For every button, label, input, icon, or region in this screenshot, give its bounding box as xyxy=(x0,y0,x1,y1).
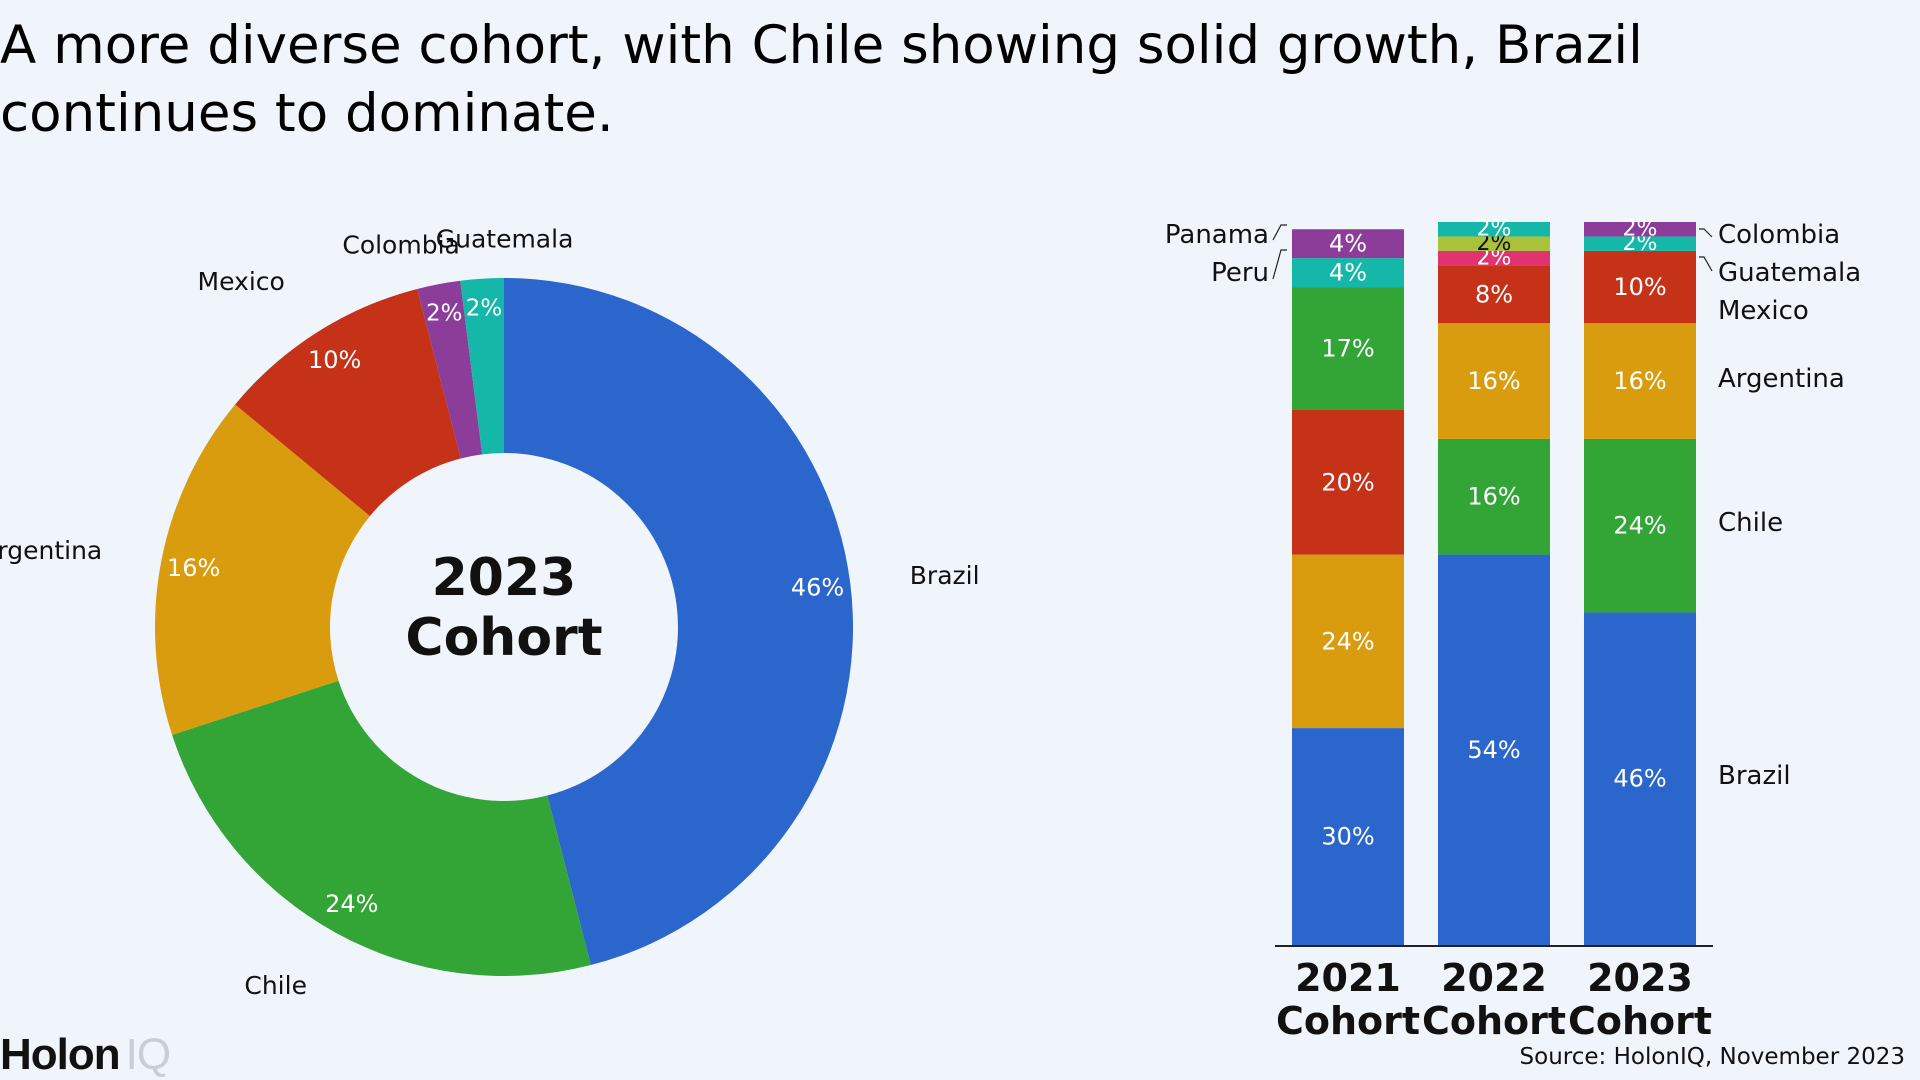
donut-slice-mexico xyxy=(235,288,461,517)
bar-value-label: 2% xyxy=(1623,217,1658,242)
donut-slice-chile xyxy=(172,680,591,976)
legend-label-guatemala: Guatemala xyxy=(1718,258,1861,288)
bar-segment xyxy=(1584,250,1696,324)
legend-label-colombia: Colombia xyxy=(1718,220,1840,250)
bar-category-year: 2022 xyxy=(1441,956,1547,1000)
bar-segment xyxy=(1292,287,1404,410)
bar-segment xyxy=(1438,265,1550,324)
bar-value-label: 16% xyxy=(1613,367,1666,395)
legend-label-chile: Chile xyxy=(1718,508,1783,538)
bar-value-label: 24% xyxy=(1321,627,1374,655)
bar-value-label: 4% xyxy=(1329,259,1367,287)
donut-category-label: Mexico xyxy=(198,267,285,296)
bar-segment xyxy=(1438,222,1550,237)
legend-label-panama: Panama xyxy=(1165,220,1269,250)
donut-value-label: 10% xyxy=(308,346,361,374)
bar-segment xyxy=(1292,258,1404,288)
bar-segment xyxy=(1584,323,1696,439)
bar-value-label: 8% xyxy=(1475,280,1513,308)
donut-center-year: 2023 xyxy=(432,548,577,608)
donut-slice-brazil xyxy=(504,278,853,966)
bar-value-label: 17% xyxy=(1321,335,1374,363)
bar-segment xyxy=(1584,222,1696,237)
bar-category-caption: Cohort xyxy=(1568,999,1712,1043)
holoniq-logo: Holon IQ xyxy=(0,1030,171,1080)
leader-line xyxy=(1699,256,1713,272)
bar-value-label: 54% xyxy=(1467,736,1520,764)
legend-label-mexico: Mexico xyxy=(1718,296,1809,326)
donut-category-label: Argentina xyxy=(0,536,102,565)
leader-line xyxy=(1699,228,1713,238)
bar-segment xyxy=(1292,229,1404,259)
donut-category-label: Colombia xyxy=(342,230,459,259)
bar-segment xyxy=(1584,236,1696,251)
bar-segment xyxy=(1292,728,1404,945)
bar-value-label: 4% xyxy=(1329,230,1367,258)
bar-value-label: 30% xyxy=(1321,823,1374,851)
logo-suffix: IQ xyxy=(125,1030,171,1079)
logo-word: Holon xyxy=(0,1030,121,1079)
bar-category-year: 2021 xyxy=(1295,956,1401,1000)
donut-category-label: Chile xyxy=(244,971,307,1000)
donut-slice-guatemala xyxy=(460,278,504,455)
bar-segment xyxy=(1438,250,1550,266)
bar-segment xyxy=(1292,409,1404,555)
bar-value-label: 10% xyxy=(1613,273,1666,301)
bar-segment xyxy=(1438,236,1550,251)
donut-value-label: 24% xyxy=(325,890,378,918)
page-title: A more diverse cohort, with Chile showin… xyxy=(0,15,1643,144)
donut-value-label: 2% xyxy=(466,296,503,322)
donut-category-label: Brazil xyxy=(910,561,980,590)
legend-label-brazil: Brazil xyxy=(1718,761,1791,791)
bar-value-label: 16% xyxy=(1467,483,1520,511)
legend-label-peru: Peru xyxy=(1211,258,1269,288)
donut-value-label: 16% xyxy=(167,554,220,582)
bar-segment xyxy=(1584,612,1696,945)
legend-label-argentina: Argentina xyxy=(1718,364,1845,394)
bar-value-label: 20% xyxy=(1321,468,1374,496)
donut-value-label: 2% xyxy=(426,301,463,327)
bar-value-label: 24% xyxy=(1613,512,1666,540)
bar-value-label: 46% xyxy=(1613,765,1666,793)
bar-segment xyxy=(1292,554,1404,729)
donut-value-label: 46% xyxy=(791,573,844,601)
source-note: Source: HolonIQ, November 2023 xyxy=(1519,1044,1905,1070)
bar-segment xyxy=(1584,438,1696,613)
bar-value-label: 2% xyxy=(1477,217,1512,242)
donut-slice-argentina xyxy=(155,404,370,735)
donut-slice-colombia xyxy=(417,280,483,459)
bar-segment xyxy=(1438,438,1550,555)
bar-category-year: 2023 xyxy=(1587,956,1693,1000)
bar-segment xyxy=(1438,323,1550,439)
leader-line xyxy=(1272,249,1287,280)
bar-segment xyxy=(1438,554,1550,945)
donut-category-label: Guatemala xyxy=(436,224,574,253)
bar-value-label: 16% xyxy=(1467,367,1520,395)
donut-center-caption: Cohort xyxy=(405,608,602,668)
bar-category-caption: Cohort xyxy=(1422,999,1566,1043)
leader-line xyxy=(1272,224,1287,241)
bar-category-caption: Cohort xyxy=(1276,999,1420,1043)
